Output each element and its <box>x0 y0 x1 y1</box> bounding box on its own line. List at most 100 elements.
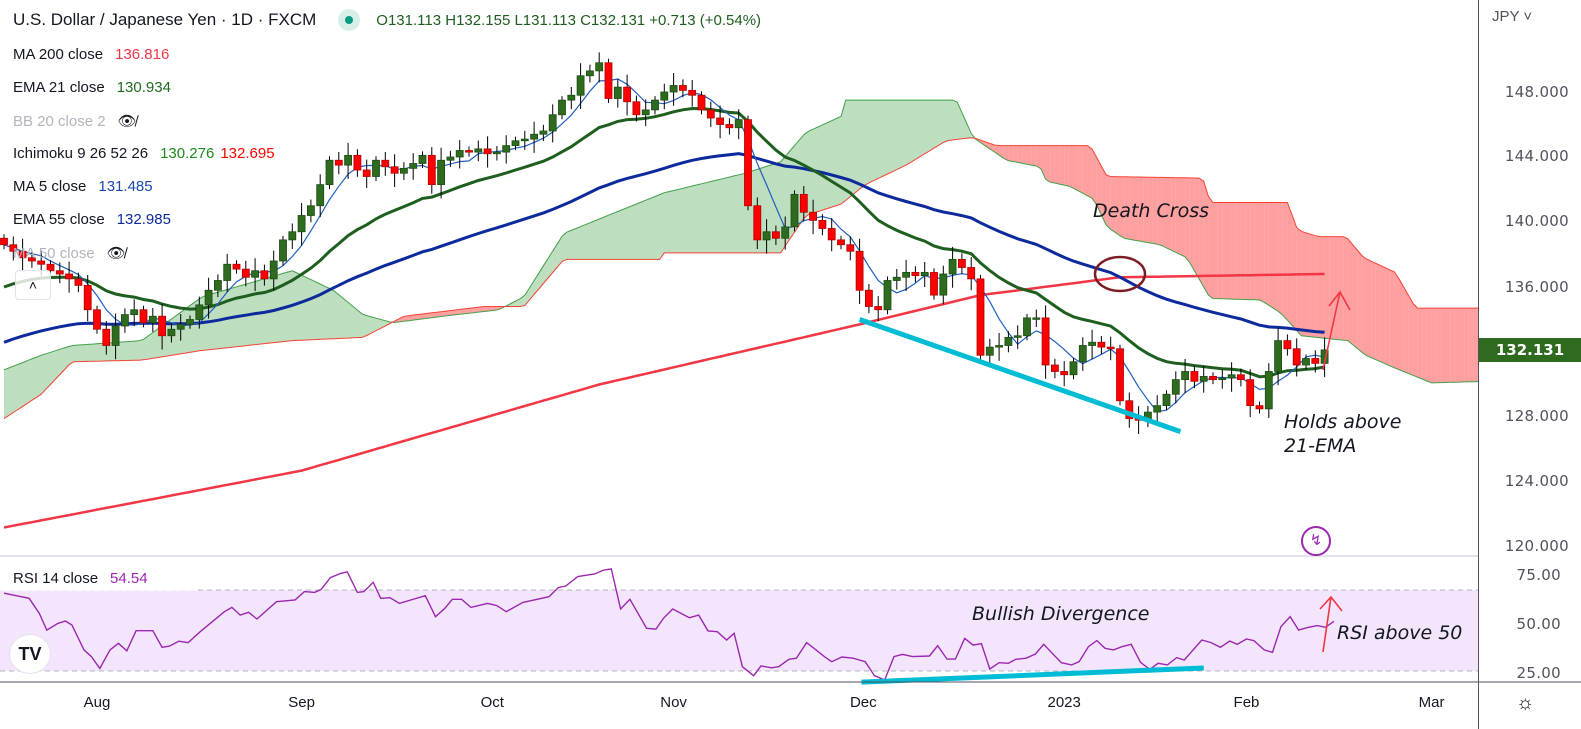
cloud-bullish-segment <box>31 357 37 401</box>
cloud-bullish-segment <box>771 163 776 253</box>
eye-hidden-icon[interactable]: 👁︎̸ <box>106 245 126 262</box>
cloud-bullish-segment <box>148 332 153 360</box>
candle-body-up <box>613 86 622 99</box>
eye-hidden-icon[interactable]: 👁︎̸ <box>117 113 137 130</box>
cloud-bearish-segment <box>1096 157 1102 215</box>
candle-body-down <box>232 263 241 270</box>
cloud-bearish-segment <box>1171 177 1176 253</box>
legend-ichimoku[interactable]: Ichimoku 9 26 52 26 130.276 132.695 <box>13 145 275 162</box>
cloud-bearish-segment <box>1236 202 1241 300</box>
legend-ema21[interactable]: EMA 21 close 130.934 <box>13 79 171 96</box>
settings-gear-icon[interactable]: ☼ <box>1516 692 1535 714</box>
legend-bb20[interactable]: BB 20 close 2 👁︎̸ <box>13 112 137 130</box>
candle <box>1106 336 1115 361</box>
cloud-bullish-segment <box>562 232 567 262</box>
cloud-bullish-segment <box>920 100 925 157</box>
candle <box>716 105 724 139</box>
candle-body-down <box>976 278 985 356</box>
candle-body-up <box>288 231 297 241</box>
cloud-bullish-segment <box>808 129 814 215</box>
rsi-legend[interactable]: RSI 14 close 54.54 <box>0 568 198 591</box>
cloud-bullish-segment <box>22 360 28 407</box>
candle-body-down <box>827 228 836 241</box>
candle <box>455 140 464 169</box>
tradingview-logo[interactable]: TV <box>9 634 51 674</box>
cloud-bullish-segment <box>320 284 325 340</box>
cloud-bearish-segment <box>1426 308 1432 383</box>
candle-body-up <box>213 280 222 291</box>
candle <box>734 109 743 140</box>
candle-body-down <box>837 239 845 246</box>
candle-body-down <box>725 124 734 129</box>
candle <box>502 135 511 164</box>
legend-label: Ichimoku 9 26 52 26 <box>13 145 149 162</box>
candles <box>0 52 1329 435</box>
cloud-bullish-segment <box>566 230 572 260</box>
cloud-bullish-segment <box>910 100 916 163</box>
cloud-bullish-segment <box>715 179 721 253</box>
candle <box>93 305 101 334</box>
cloud-bullish-segment <box>343 298 349 339</box>
symbol-title[interactable]: U.S. Dollar / Japanese Yen · 1D · FXCM <box>13 10 317 29</box>
candle-body-up <box>558 99 566 116</box>
cloud-bullish-segment <box>603 215 609 260</box>
candle-body-down <box>241 268 250 278</box>
cloud-bearish-segment <box>408 315 414 321</box>
legend-ma5[interactable]: MA 5 close 131.485 <box>13 178 153 195</box>
candle <box>362 159 371 188</box>
cloud-bearish-segment <box>1017 145 1023 164</box>
candle <box>353 149 362 177</box>
cloud-bullish-segment <box>143 335 149 360</box>
legend-ma200[interactable]: MA 200 close 136.816 <box>13 46 169 63</box>
candle <box>725 118 734 135</box>
cloud-bearish-segment <box>1129 176 1134 241</box>
legend-label: EMA 55 close <box>13 211 105 228</box>
candle <box>427 147 436 194</box>
death-cross-label: Death Cross <box>1093 200 1209 222</box>
candle <box>1144 405 1152 428</box>
up-arrow-rsi <box>1319 595 1343 653</box>
legend-ema55[interactable]: EMA 55 close 132.985 <box>13 211 171 228</box>
cloud-bearish-segment <box>1064 145 1069 187</box>
candle <box>1088 329 1096 360</box>
candle <box>102 320 111 355</box>
candle-body-down <box>1106 346 1115 350</box>
cloud-bullish-segment <box>850 100 855 197</box>
cloud-bullish-segment <box>673 189 679 253</box>
legend-ma50[interactable]: MA 50 close 👁︎̸ <box>13 244 126 262</box>
cloud-bearish-segment <box>1380 265 1386 364</box>
candle <box>948 246 957 288</box>
cloud-bullish-segment <box>785 151 790 246</box>
candle-body-down <box>483 148 492 155</box>
candle <box>976 274 985 360</box>
cloud-bearish-segment <box>1022 145 1027 165</box>
candle <box>837 235 845 250</box>
cloud-bearish-segment <box>1087 145 1093 199</box>
candle-body-down <box>9 244 18 252</box>
collapse-legend-button[interactable]: ˄ <box>15 270 51 300</box>
currency-selector[interactable]: JPY ˅ <box>1492 8 1532 25</box>
lightning-icon[interactable]: ↯ <box>1301 526 1331 556</box>
cloud-bullish-segment <box>627 205 632 260</box>
candle <box>623 74 631 116</box>
cloud-bearish-segment <box>1454 308 1460 383</box>
bullish-divergence-label: Bullish Divergence <box>972 603 1150 625</box>
candle-body-up <box>567 94 576 101</box>
candle-body-down <box>1311 358 1320 364</box>
candle <box>279 235 287 266</box>
candle <box>1311 350 1320 373</box>
candle-body-up <box>130 309 139 316</box>
price-axis-label: 136.000 <box>1504 278 1569 296</box>
cloud-bearish-segment <box>1450 308 1455 383</box>
candle <box>1190 365 1199 389</box>
cloud-bullish-segment <box>934 100 939 149</box>
cloud-bearish-segment <box>1073 145 1079 191</box>
candle-body-up <box>576 75 585 96</box>
cloud-bearish-segment <box>1464 308 1469 382</box>
cloud-bullish-segment <box>873 100 879 181</box>
holds-above-line1: Holds above <box>1284 411 1402 433</box>
cloud-bullish-segment <box>552 243 558 273</box>
cloud-bullish-segment <box>134 340 139 361</box>
cloud-bullish-segment <box>836 116 841 206</box>
